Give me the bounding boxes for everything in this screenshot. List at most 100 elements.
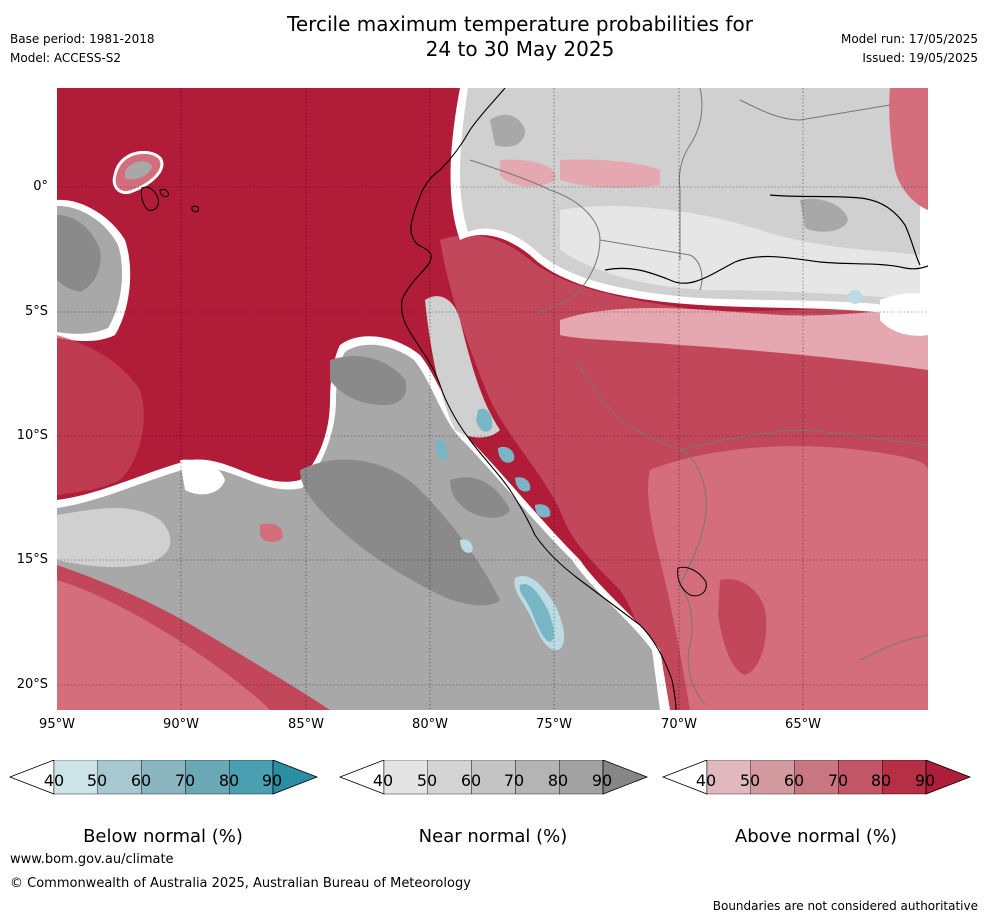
colorbar-swatch-1 — [383, 760, 428, 795]
colorbar-swatch-4 — [185, 760, 230, 795]
below-tick-60: 60 — [130, 771, 152, 790]
model-label: Model: ACCESS-S2 — [10, 51, 122, 65]
border-guyana — [739, 99, 891, 121]
near-normal-spot-a — [490, 114, 525, 147]
coastline-south-america — [401, 88, 677, 710]
galapagos-island-b — [159, 189, 169, 198]
above-tick-60: 60 — [783, 771, 805, 790]
below-tick-70: 70 — [174, 771, 196, 790]
coastal-near-normal — [425, 296, 500, 438]
lat-label-15s: 15°S — [16, 552, 48, 567]
galapagos-near-normal — [125, 161, 152, 180]
colorbar-swatch-high — [272, 760, 319, 795]
colorbar-swatch-2 — [427, 760, 472, 795]
website-link[interactable]: www.bom.gov.au/climate — [10, 852, 174, 867]
rio-negro — [769, 194, 921, 266]
border-colombia-peru — [599, 239, 703, 291]
near-normal-spot-b — [800, 198, 848, 232]
below-normal-spot-e — [535, 504, 551, 518]
border-paraguay — [859, 634, 928, 661]
above-tick-70: 70 — [827, 771, 849, 790]
colorbar-swatch-high — [602, 760, 649, 795]
amazon-above-light — [560, 308, 928, 370]
border-ecuador — [469, 159, 601, 316]
colorbar-swatch-3 — [141, 760, 186, 795]
copyright-text: © Commonwealth of Australia 2025, Austra… — [10, 876, 471, 891]
colorbar-swatch-5 — [559, 760, 604, 795]
lon-label-85w: 85°W — [288, 717, 324, 732]
lon-label-95w: 95°W — [39, 717, 75, 732]
below-normal-spot-f — [460, 539, 473, 553]
issued-label: Issued: 19/05/2025 — [862, 51, 978, 65]
below-normal-spot-b — [435, 439, 448, 461]
below-tick-80: 80 — [218, 771, 240, 790]
lake-titicaca — [677, 566, 707, 597]
lon-label-80w: 80°W — [412, 717, 448, 732]
southwest-above-mid — [57, 580, 270, 710]
colorbar-swatch-5 — [228, 760, 274, 795]
colorbar-swatch-4 — [515, 760, 560, 795]
below-normal-region-south-core — [519, 584, 554, 642]
near-tick-70: 70 — [503, 771, 525, 790]
base-period-label: Base period: 1981-2018 — [10, 32, 155, 46]
near-tick-90: 90 — [591, 771, 613, 790]
colorbar-swatch-1 — [706, 760, 751, 795]
boundaries-disclaimer: Boundaries are not considered authoritat… — [712, 899, 978, 913]
near-normal-dark-c — [450, 477, 510, 518]
northeast-above-mid — [889, 88, 928, 210]
above-light-spot-a — [500, 159, 556, 187]
map-title-line-2: 24 to 30 May 2025 — [425, 37, 615, 61]
galapagos-island-c — [191, 205, 199, 213]
near-normal-dark-b — [300, 459, 500, 606]
near-tick-40: 40 — [372, 771, 394, 790]
lon-label-90w: 90°W — [163, 717, 199, 732]
lon-label-75w: 75°W — [536, 717, 572, 732]
above-tick-40: 40 — [695, 771, 717, 790]
colorbar-near-normal — [338, 760, 649, 795]
above-normal-title: Above normal (%) — [734, 826, 898, 847]
below-normal-title: Below normal (%) — [83, 826, 243, 847]
amazon-river — [604, 255, 928, 284]
north-near-lightest — [560, 206, 920, 300]
bolivia-above-strong — [718, 579, 767, 675]
above-tick-90: 90 — [914, 771, 936, 790]
colorbar-swatch-2 — [97, 760, 142, 795]
lat-label-0: 0° — [33, 179, 48, 194]
near-normal-title: Near normal (%) — [418, 826, 568, 847]
below-tick-50: 50 — [86, 771, 108, 790]
near-normal-dark-a — [330, 356, 407, 405]
lon-label-70w: 70°W — [661, 717, 697, 732]
colorbar-above-normal — [661, 760, 972, 795]
map-title-line-1: Tercile maximum temperature probabilitie… — [287, 12, 753, 36]
below-normal-spot-d — [515, 477, 531, 492]
south-near-light-a — [57, 508, 171, 568]
map-title: Tercile maximum temperature probabilitie… — [0, 12, 988, 62]
lon-label-65w: 65°W — [785, 717, 821, 732]
white-spot-d — [180, 459, 225, 495]
border-brazil-bolivia — [679, 429, 928, 451]
above-light-spot-b — [560, 159, 660, 188]
below-tick-90: 90 — [261, 771, 283, 790]
border-venezuela — [678, 88, 703, 260]
colorbar-swatch-1 — [53, 760, 98, 795]
above-mid-spot-c — [260, 523, 283, 542]
colorbar-swatch-4 — [838, 760, 883, 795]
colorbar-swatch-high — [925, 760, 972, 795]
west-above-mid — [57, 335, 144, 495]
colorbar-swatch-5 — [882, 760, 927, 795]
altiplano-above-mid — [648, 446, 928, 710]
west-near-normal-dark — [57, 215, 101, 292]
model-run-label: Model run: 17/05/2025 — [840, 32, 978, 46]
below-normal-spot-east — [848, 290, 862, 304]
probability-map-svg — [57, 88, 928, 710]
above-tick-50: 50 — [739, 771, 761, 790]
colorbar-below-normal — [8, 760, 319, 795]
border-peru-bolivia-south — [679, 584, 706, 706]
galapagos-island-a — [140, 186, 159, 211]
colorbars-svg — [8, 760, 972, 795]
near-tick-60: 60 — [460, 771, 482, 790]
colorbar-swatch-3 — [471, 760, 516, 795]
near-tick-80: 80 — [547, 771, 569, 790]
east-white-patch — [880, 293, 928, 336]
lat-label-10s: 10°S — [16, 428, 48, 443]
